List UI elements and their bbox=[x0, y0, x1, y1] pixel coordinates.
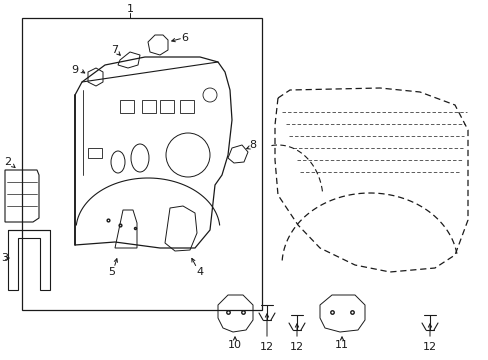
Text: 12: 12 bbox=[289, 342, 304, 352]
Text: 3: 3 bbox=[1, 253, 8, 263]
Text: 11: 11 bbox=[334, 340, 348, 350]
Text: 5: 5 bbox=[108, 267, 115, 277]
Text: 4: 4 bbox=[196, 267, 203, 277]
Text: 12: 12 bbox=[422, 342, 436, 352]
Text: 2: 2 bbox=[4, 157, 12, 167]
Text: 7: 7 bbox=[111, 45, 118, 55]
Text: 12: 12 bbox=[260, 342, 273, 352]
Text: 1: 1 bbox=[126, 4, 133, 14]
Text: 10: 10 bbox=[227, 340, 242, 350]
Text: 8: 8 bbox=[249, 140, 256, 150]
Text: 9: 9 bbox=[71, 65, 79, 75]
Text: 6: 6 bbox=[181, 33, 188, 43]
